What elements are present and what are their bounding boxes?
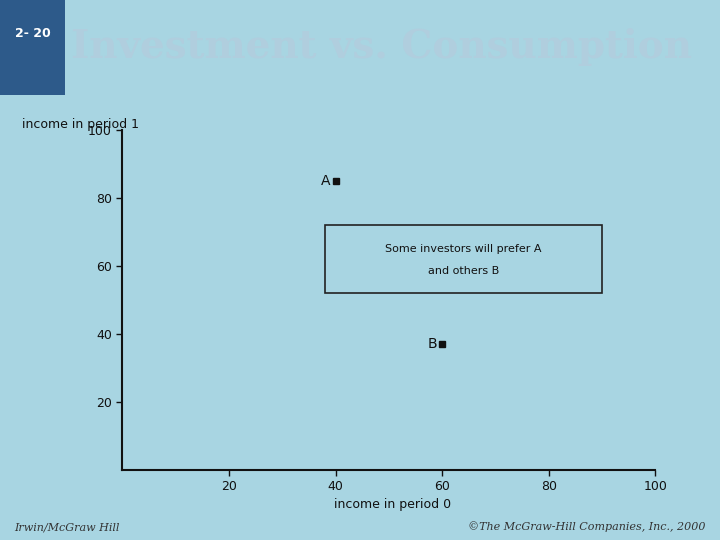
- Text: Some investors will prefer A: Some investors will prefer A: [385, 244, 541, 254]
- Text: B: B: [427, 337, 437, 351]
- Text: A: A: [320, 174, 330, 187]
- Bar: [325, 225, 602, 293]
- Text: Irwin/McGraw Hill: Irwin/McGraw Hill: [14, 522, 120, 532]
- Text: income in period 0: income in period 0: [334, 498, 451, 511]
- Text: and others B: and others B: [428, 266, 499, 276]
- Text: ©The McGraw-Hill Companies, Inc., 2000: ©The McGraw-Hill Companies, Inc., 2000: [468, 522, 706, 532]
- Text: Investment vs. Consumption: Investment vs. Consumption: [71, 28, 692, 66]
- Text: income in period 1: income in period 1: [22, 118, 138, 131]
- Bar: [0, 0, 65, 94]
- Text: 2- 20: 2- 20: [14, 26, 50, 39]
